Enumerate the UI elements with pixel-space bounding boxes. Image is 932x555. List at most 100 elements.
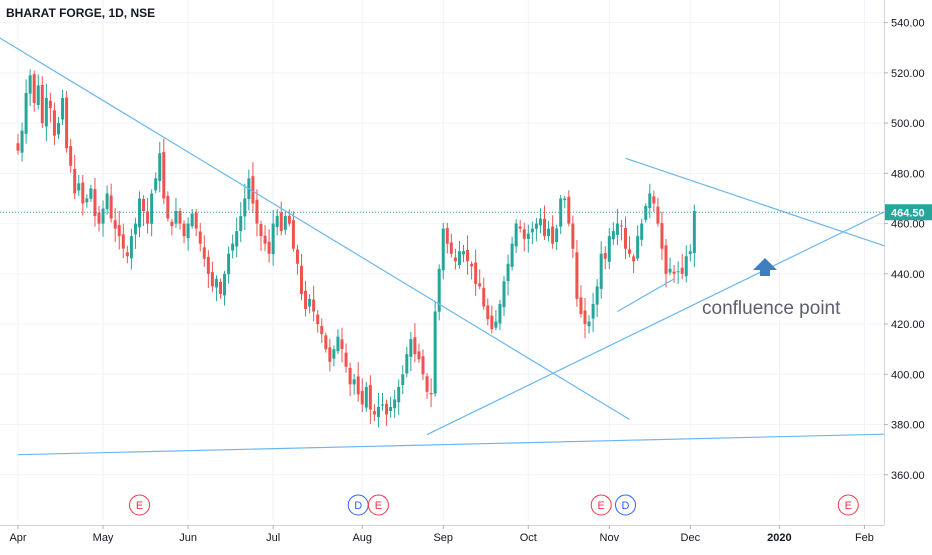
event-marker-circle <box>590 494 612 516</box>
candle-body <box>506 263 510 282</box>
price-axis[interactable]: 540.00 520.00 500.00 480.00 460.00 440.00 420.… <box>884 0 932 550</box>
candle-body <box>494 321 498 328</box>
earnings-event-marker[interactable]: E <box>367 494 389 516</box>
candle-body <box>235 231 239 247</box>
candle-body <box>255 199 259 224</box>
candle-body <box>389 406 393 412</box>
candle-body <box>36 85 40 105</box>
trendline[interactable] <box>617 278 675 313</box>
candle-body <box>332 349 336 359</box>
candle-body <box>259 224 263 237</box>
candle-body <box>65 97 69 149</box>
event-marker-label: E <box>136 500 143 512</box>
candle-body <box>599 253 603 289</box>
candle-body <box>559 198 563 227</box>
candle-body <box>129 236 133 259</box>
candle-body <box>595 286 599 305</box>
candle-body <box>73 168 77 194</box>
candle-body <box>158 153 162 181</box>
candle-body <box>429 393 433 395</box>
candle-body <box>660 223 664 249</box>
annotation-text: confluence point <box>702 298 841 319</box>
candle-body <box>304 290 308 309</box>
candle-body <box>482 287 486 307</box>
candle-body <box>551 226 555 244</box>
candle-body <box>283 216 287 230</box>
candle-body <box>397 386 401 403</box>
candle-body <box>538 218 542 226</box>
earnings-event-marker[interactable]: E <box>129 494 150 516</box>
candle-body <box>93 189 97 217</box>
candle-body <box>413 337 417 355</box>
candle-body <box>89 188 93 199</box>
event-marker-circle <box>129 494 150 516</box>
candle-body <box>692 211 696 254</box>
candle-body <box>486 305 490 320</box>
dividend-event-marker[interactable]: D <box>347 494 369 516</box>
candle-body <box>263 235 267 244</box>
candle-body <box>20 130 24 153</box>
candle-body <box>376 406 380 418</box>
candle-body <box>287 215 291 224</box>
candle-body <box>219 281 222 294</box>
time-tick-label: Apr <box>9 532 26 544</box>
candle-body <box>44 97 48 127</box>
candle-body <box>206 256 210 274</box>
candle-body <box>291 220 295 249</box>
candle-body <box>57 123 60 135</box>
candle-body <box>381 404 384 406</box>
earnings-event-marker[interactable]: E <box>590 494 612 516</box>
candle-body <box>664 245 668 274</box>
candle-body <box>607 236 611 262</box>
candle-body <box>174 211 178 224</box>
time-tick-label: Nov <box>600 532 620 544</box>
trendline[interactable] <box>625 157 893 250</box>
candle-body <box>611 231 615 240</box>
candle-body <box>656 206 660 224</box>
dividend-event-marker[interactable]: D <box>615 494 636 516</box>
candle-body <box>40 84 44 124</box>
candle-body <box>502 281 506 308</box>
candle-body <box>271 223 275 255</box>
event-marker-circle <box>837 494 859 516</box>
candle-body <box>348 367 352 385</box>
candle-body <box>190 213 194 227</box>
last-price-label: 464.50 <box>891 207 925 219</box>
candle-body <box>583 310 587 325</box>
trendline[interactable] <box>17 432 932 456</box>
candle-body <box>498 303 502 324</box>
earnings-event-marker[interactable]: E <box>837 494 859 516</box>
candle-body <box>425 376 429 392</box>
candle-body <box>680 267 684 274</box>
time-tick-label: Oct <box>520 532 537 544</box>
candle-body <box>125 252 129 257</box>
price-tick-label: 440.00 <box>891 269 925 281</box>
candle-body <box>198 231 202 244</box>
candle-body <box>117 225 121 237</box>
candle-body <box>52 110 56 136</box>
candle-body <box>316 314 320 325</box>
candle-body <box>267 241 271 254</box>
candle-body <box>48 100 52 109</box>
trendline[interactable] <box>0 0 630 421</box>
time-tick-label: Jul <box>266 532 280 544</box>
candle-body <box>526 233 530 239</box>
time-tick-label: Dec <box>681 532 701 544</box>
candle-body <box>24 92 28 134</box>
candle-body <box>101 208 105 224</box>
time-axis[interactable]: Apr May Jun Jul Aug Sep Oct Nov Dec 2020 Feb <box>0 525 884 550</box>
candle-body <box>571 223 575 249</box>
candle-body <box>474 262 478 284</box>
candle-body <box>672 271 676 274</box>
candle-body <box>445 228 449 244</box>
time-tick-label: Sep <box>433 532 453 544</box>
price-tick-label: 360.00 <box>891 470 925 482</box>
candle-body <box>275 216 279 227</box>
candle-body <box>534 223 538 229</box>
candle-body <box>405 354 409 374</box>
candle-body <box>324 335 328 350</box>
